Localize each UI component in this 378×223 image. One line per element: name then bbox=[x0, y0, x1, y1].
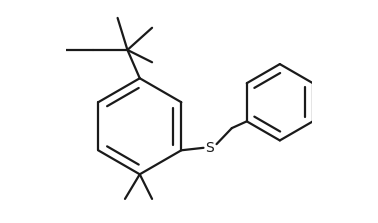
Text: S: S bbox=[205, 141, 214, 155]
